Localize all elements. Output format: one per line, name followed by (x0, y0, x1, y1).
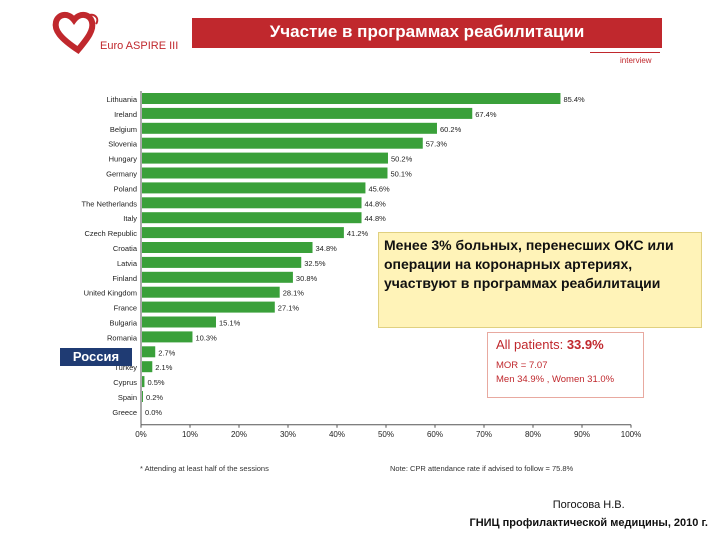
bar (142, 316, 216, 328)
value-label: 32.5% (304, 259, 326, 268)
value-label: 0.0% (145, 408, 162, 417)
x-tick-label: 90% (574, 430, 590, 439)
x-tick-label: 0% (135, 430, 147, 439)
value-label: 15.1% (219, 319, 241, 328)
value-label: 50.1% (390, 170, 412, 179)
bar (142, 256, 302, 268)
category-label: Greece (112, 408, 137, 417)
bar (142, 271, 293, 283)
bar (142, 361, 153, 373)
value-label: 10.3% (195, 333, 217, 342)
logo-text: Euro ASPIRE III (100, 40, 179, 52)
value-label: 34.8% (316, 244, 338, 253)
all-patients: All patients: 33.9% (496, 337, 604, 352)
category-label: United Kingdom (84, 289, 137, 298)
page-title: Участие в программах реабилитации (269, 22, 585, 41)
value-label: 67.4% (475, 110, 497, 119)
value-label: 0.2% (146, 393, 163, 402)
category-label: France (114, 304, 137, 313)
bar (142, 346, 156, 358)
footnote-left: * Attending at least half of the session… (140, 464, 269, 473)
bar (142, 137, 423, 149)
footnote-right: Note: CPR attendance rate if advised to … (390, 464, 574, 473)
category-label: Bulgaria (109, 319, 137, 328)
interview-tag: interview (620, 56, 652, 65)
stats-box (487, 332, 644, 398)
bar (142, 376, 145, 388)
value-label: 45.6% (368, 184, 390, 193)
category-label: Belgium (110, 125, 137, 134)
category-label: Poland (114, 184, 137, 193)
value-label: 2.7% (158, 348, 175, 357)
value-label: 30.8% (296, 274, 318, 283)
category-label: Slovenia (108, 140, 138, 149)
bar (142, 167, 388, 179)
author-org: ГНИЦ профилактической медицины, 2010 г. (469, 517, 708, 529)
bar (142, 286, 280, 298)
bar (142, 391, 143, 402)
all-patients-value: 33.9% (566, 337, 604, 352)
heart-icon (52, 12, 96, 54)
value-label: 44.8% (365, 199, 387, 208)
bar (142, 152, 388, 164)
x-tick-label: 50% (378, 430, 394, 439)
category-label: Cyprus (113, 378, 137, 387)
bar (142, 227, 344, 239)
author-block: Погосова Н.В. ГНИЦ профилактической меди… (469, 496, 708, 532)
author-name: Погосова Н.В. (552, 499, 625, 511)
category-label: Latvia (117, 259, 138, 268)
all-patients-label: All patients: (496, 337, 564, 352)
bar (142, 182, 366, 194)
category-label: Italy (123, 214, 137, 223)
euroaspire-logo (52, 12, 99, 54)
value-label: 44.8% (365, 214, 387, 223)
x-tick-label: 40% (329, 430, 345, 439)
category-label: Turkey (114, 363, 137, 372)
x-tick-label: 100% (621, 430, 641, 439)
bar (142, 212, 362, 224)
category-label: Croatia (113, 244, 138, 253)
bar (142, 331, 193, 343)
category-label: Hungary (109, 155, 138, 164)
value-label: 57.3% (426, 140, 448, 149)
category-label: The Netherlands (82, 199, 138, 208)
bar (142, 197, 362, 209)
category-label: Lithuania (107, 95, 138, 104)
x-tick-label: 20% (231, 430, 247, 439)
category-label: Czech Republic (84, 229, 137, 238)
bar (142, 242, 313, 253)
value-label: 41.2% (347, 229, 369, 238)
value-label: 28.1% (283, 289, 305, 298)
category-label: Romania (107, 333, 138, 342)
category-label: Germany (106, 170, 137, 179)
category-label: Finland (112, 274, 137, 283)
callout-text: Менее 3% больных, перенесших ОКС или опе… (384, 237, 674, 291)
bar (142, 301, 275, 313)
category-label: Ireland (114, 110, 137, 119)
category-label: Spain (118, 393, 137, 402)
men-women-values: Men 34.9% , Women 31.0% (496, 374, 615, 385)
value-label: 60.2% (440, 125, 462, 134)
value-label: 0.5% (147, 378, 164, 387)
bar (142, 122, 437, 134)
value-label: 2.1% (155, 363, 172, 372)
bar (142, 107, 473, 119)
value-label: 50.2% (391, 155, 413, 164)
mor-value: MOR = 7.07 (496, 360, 548, 371)
title-bar (192, 18, 662, 48)
bar (142, 93, 561, 104)
russia-highlight-label: Россия (60, 348, 132, 366)
x-tick-label: 10% (182, 430, 198, 439)
x-tick-label: 70% (476, 430, 492, 439)
value-label: 85.4% (563, 95, 585, 104)
callout-box (378, 232, 702, 328)
x-tick-label: 60% (427, 430, 443, 439)
divider (590, 52, 660, 53)
value-label: 27.1% (278, 304, 300, 313)
x-tick-label: 80% (525, 430, 541, 439)
x-tick-label: 30% (280, 430, 296, 439)
